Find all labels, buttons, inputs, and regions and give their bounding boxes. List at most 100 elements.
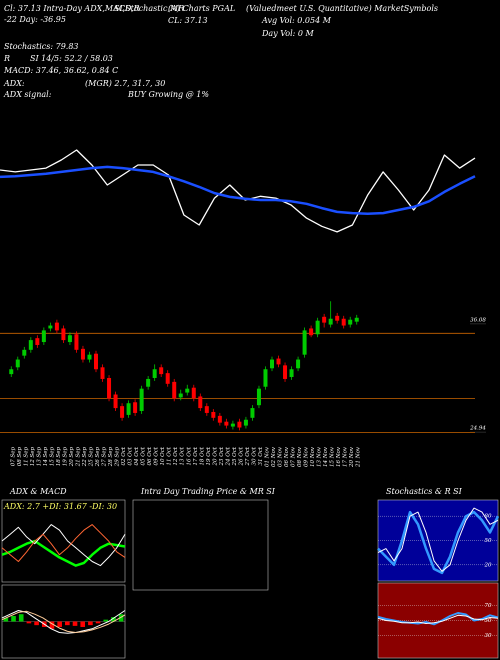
candle-body	[35, 338, 40, 345]
candle-body	[354, 317, 359, 322]
header-text: Avg Vol: 0.054 M	[261, 16, 332, 25]
x-tick-label: 13 Nov	[317, 446, 323, 467]
x-tick-label: 20 Oct	[212, 446, 218, 466]
candle-body	[315, 320, 320, 335]
panel-frame	[1, 499, 126, 583]
header-text: R	[3, 54, 10, 63]
y-tick-label: 50	[485, 618, 492, 624]
series-line	[1, 524, 126, 567]
x-tick-label: 24 Oct	[225, 446, 231, 466]
header-text: Cl: 37.13 Intra-Day ADX,MACD,R	[4, 4, 140, 13]
candle-body	[296, 359, 301, 369]
candle-body	[9, 369, 14, 375]
x-tick-label: 10 Oct	[160, 446, 166, 465]
header-text: (A) Charts PGAL	[168, 4, 235, 13]
candle-body	[41, 330, 46, 343]
x-tick-label: 25 Sep	[88, 447, 94, 468]
y-tick-label: 70	[485, 603, 492, 609]
y-tick-label: 20	[484, 562, 492, 568]
panel-title: ADX & MACD	[9, 487, 67, 496]
candle-body	[159, 367, 164, 375]
candle-body	[61, 328, 66, 341]
candle-body	[126, 403, 131, 415]
histogram-bar	[49, 621, 55, 629]
candle-body	[224, 421, 229, 426]
panel-title: Intra Day Trading Price & MR SI	[140, 487, 276, 496]
series-line	[377, 510, 500, 575]
x-tick-label: 30 Oct	[251, 446, 257, 465]
candle-body	[328, 318, 333, 325]
candle-body	[74, 334, 79, 350]
candle-body	[113, 394, 118, 409]
candle-body	[341, 318, 346, 326]
x-tick-label: 08 Sep	[17, 447, 23, 467]
x-tick-label: 05 Oct	[141, 446, 147, 465]
x-tick-label: 18 Sep	[56, 447, 62, 467]
histogram-bar	[72, 621, 78, 626]
x-tick-label: 16 Nov	[336, 446, 342, 467]
series-line	[1, 610, 126, 633]
x-tick-label: 21 Nov	[356, 446, 362, 468]
x-tick-label: 17 Oct	[193, 446, 199, 465]
histogram-bar	[3, 617, 9, 622]
x-tick-label: 31 Oct	[258, 446, 264, 465]
candle-body	[204, 406, 209, 413]
x-tick-label: 14 Nov	[323, 446, 329, 467]
panel-title: Stochastics & R SI	[386, 487, 463, 496]
histogram-bar	[88, 621, 93, 626]
x-tick-label: 20 Sep	[69, 447, 75, 468]
candle-body	[107, 377, 112, 399]
header-text: ADX signal:	[3, 90, 52, 99]
candle-body	[335, 315, 340, 321]
candle-body	[302, 330, 307, 355]
candle-body	[276, 358, 281, 365]
x-tick-label: 13 Sep	[36, 447, 42, 467]
candle-body	[263, 369, 268, 387]
panel-frame	[132, 499, 269, 591]
histogram-bar	[103, 619, 109, 622]
y-tick-label: 30	[485, 633, 492, 639]
candle-body	[80, 348, 85, 360]
x-tick-label: 26 Sep	[95, 447, 101, 468]
series-line	[1, 539, 126, 567]
y-tick-label: 50	[485, 538, 492, 544]
x-tick-label: 12 Sep	[30, 447, 36, 467]
series-line	[377, 614, 499, 624]
candle-body	[348, 319, 353, 325]
x-tick-label: 28 Sep	[108, 447, 114, 468]
candle-body	[243, 419, 248, 426]
header-text: SI 14/5: 52.2 / 58.03	[30, 54, 113, 63]
candle-body	[230, 423, 235, 427]
histogram-bar	[118, 614, 124, 622]
histogram-bar	[57, 621, 62, 627]
header-text: Stochastics: 79.83	[4, 42, 79, 51]
candle-body	[54, 322, 59, 331]
histogram-bar	[80, 621, 86, 627]
candle-body	[15, 359, 20, 368]
candle-body	[237, 421, 242, 428]
x-tick-label: 01 Nov	[264, 446, 270, 467]
candle-body	[146, 378, 151, 387]
histogram-bar	[18, 614, 24, 622]
x-tick-label: 11 Sep	[23, 447, 29, 467]
x-tick-label: 03 Oct	[128, 446, 134, 465]
candle-body	[270, 359, 274, 369]
x-tick-label: 23 Oct	[219, 446, 225, 466]
x-tick-label: 07 Nov	[291, 446, 297, 467]
y-tick-label: 24.94	[469, 426, 486, 432]
histogram-bar	[95, 621, 101, 624]
x-tick-label: 06 Nov	[284, 446, 290, 467]
x-tick-label: 25 Oct	[232, 446, 238, 466]
candle-body	[87, 354, 92, 360]
candle-body	[100, 367, 105, 379]
header-text: SI,Stochastic,MR	[114, 4, 184, 13]
x-tick-label: 21 Sep	[75, 447, 81, 468]
x-tick-label: 19 Oct	[206, 446, 212, 465]
x-tick-label: 18 Oct	[199, 446, 205, 465]
y-tick-label: 36.08	[470, 317, 486, 323]
x-tick-label: 02 Oct	[121, 446, 127, 465]
candle-body	[48, 325, 53, 329]
x-tick-label: 15 Sep	[49, 447, 55, 467]
